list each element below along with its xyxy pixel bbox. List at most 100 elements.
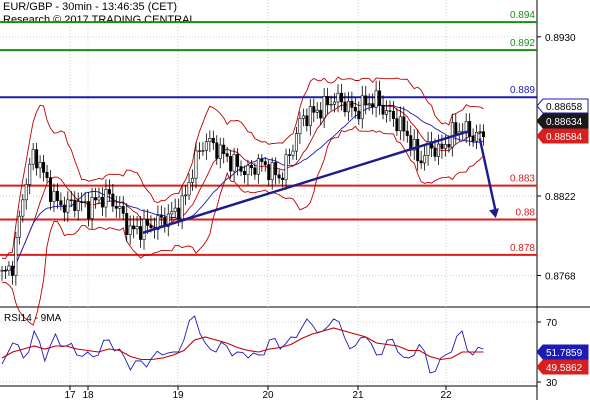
candle-body [128, 225, 132, 235]
candle-body [7, 265, 11, 271]
level-label: 0.892 [510, 38, 535, 49]
candle-body [55, 191, 59, 201]
candle-body [402, 116, 406, 132]
candle-body [284, 154, 288, 180]
bollinger-lower-band [1, 125, 484, 326]
candle-body [281, 177, 285, 180]
candle-body [339, 92, 343, 103]
candle-body [83, 201, 87, 203]
candle-body [170, 211, 174, 215]
candle-body [90, 197, 94, 219]
candle-body [315, 109, 319, 113]
candle-body [197, 150, 201, 152]
candle-body [249, 164, 253, 169]
candle-body [76, 201, 80, 211]
candle-body [350, 100, 354, 108]
rsi-title: RSI14 - 9MA [4, 313, 62, 324]
candle-body [201, 150, 205, 152]
candle-body [132, 225, 136, 230]
candle-body [291, 150, 295, 156]
candle-body [305, 115, 309, 127]
rsi-tick-label: 70 [546, 318, 558, 329]
candle-body [326, 96, 330, 106]
candle-body [35, 149, 39, 169]
candle-body [149, 225, 153, 228]
candle-body [256, 158, 260, 175]
candle-body [59, 200, 63, 206]
candle-body [114, 205, 118, 209]
rsi-ma-line [1, 327, 484, 361]
candle-body [412, 139, 416, 151]
candle-body [225, 153, 229, 157]
candle-body [436, 143, 440, 157]
rsi-badge-label: 49.5862 [546, 363, 583, 374]
candle-body [215, 142, 219, 159]
candle-body [94, 197, 98, 201]
price-badge-label: 0.88658 [546, 102, 583, 113]
price-badge [536, 128, 589, 144]
candle-body [357, 110, 361, 120]
level-label: 0.889 [510, 85, 535, 96]
candle-body [312, 106, 316, 113]
candle-body [177, 207, 181, 220]
y-tick-label: 0.8930 [545, 33, 576, 44]
candle-body [481, 131, 485, 138]
candle-body [478, 131, 482, 133]
candle-body [246, 164, 250, 176]
rsi-badge-label: 51.7859 [546, 348, 583, 359]
candle-body [423, 155, 427, 164]
candle-body [38, 161, 42, 169]
candle-body [180, 195, 184, 220]
candle-body [440, 143, 444, 149]
candle-body [454, 122, 458, 135]
candle-body [274, 162, 278, 176]
candle-body [156, 215, 160, 230]
price-badge-label: 0.88584 [546, 132, 583, 143]
candle-body [405, 130, 409, 136]
x-tick-label: 19 [172, 390, 184, 400]
candle-body [242, 171, 246, 176]
candle-body [222, 144, 226, 154]
candle-body [263, 161, 267, 165]
candle-body [218, 144, 222, 159]
candle-body [346, 100, 350, 113]
candle-body [277, 174, 281, 179]
bollinger-middle-band [1, 102, 484, 272]
candle-body [62, 204, 66, 213]
candle-body [28, 163, 32, 185]
candle-body [267, 164, 271, 180]
candle-body [419, 160, 423, 164]
candle-body [42, 161, 46, 173]
candle-body [391, 110, 395, 119]
candle-body [159, 215, 163, 218]
candle-body [260, 158, 264, 162]
candle-body [329, 103, 333, 106]
candle-body [52, 191, 56, 202]
level-label: 0.88 [516, 208, 536, 219]
candle-body [211, 138, 215, 144]
candle-body [118, 206, 122, 209]
chart-title: EUR/GBP - 30min - 13:46:35 (CET) [3, 1, 178, 13]
candle-body [142, 219, 146, 240]
candle-body [184, 194, 188, 197]
level-label: 0.894 [510, 10, 535, 21]
candle-body [426, 141, 430, 156]
candle-body [69, 199, 73, 201]
candle-body [204, 141, 208, 151]
candle-body [471, 136, 475, 142]
candle-body [191, 177, 195, 183]
candle-body [378, 90, 382, 106]
candle-body [104, 189, 108, 208]
candle-body [21, 199, 25, 217]
candle-body [229, 156, 233, 172]
candle-body [48, 177, 52, 202]
candle-body [294, 133, 298, 152]
rsi-badge [536, 344, 589, 360]
candle-body [187, 182, 191, 196]
x-tick-label: 20 [262, 390, 274, 400]
candle-body [374, 90, 378, 108]
candle-body [301, 115, 305, 119]
x-tick-label: 18 [82, 390, 94, 400]
y-tick-label: 0.8768 [545, 272, 576, 283]
